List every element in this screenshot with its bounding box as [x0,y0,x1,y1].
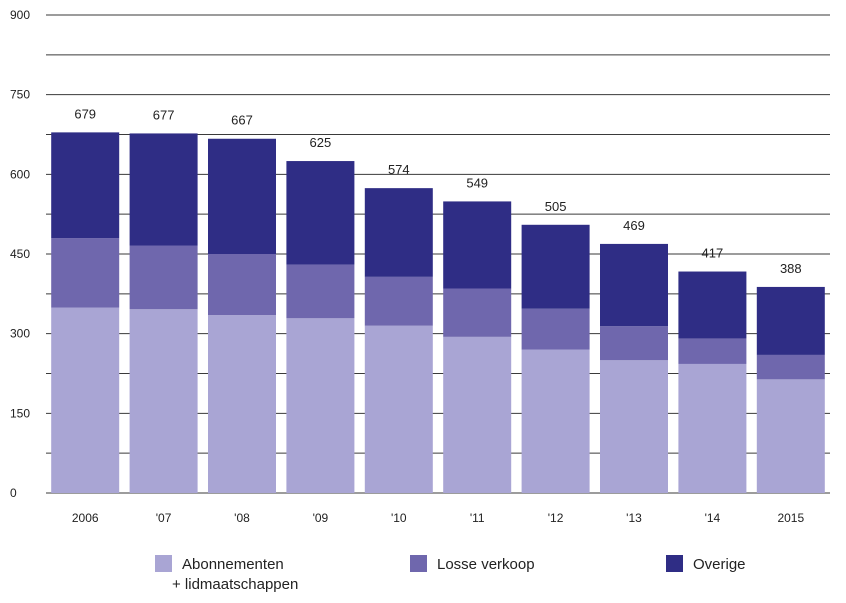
total-label: 625 [310,135,332,150]
total-label: 677 [153,107,175,122]
bar-segment [678,271,747,339]
bar-segment [756,286,825,355]
bars [51,132,825,493]
y-tick-label: 150 [10,406,30,420]
bar-segment [51,238,120,308]
total-label: 574 [388,162,410,177]
bar-segment [208,315,276,493]
bar-segment [208,254,276,316]
legend-swatch [155,555,172,572]
legend-swatch [666,555,683,572]
bar-segment [521,224,590,309]
y-tick-label: 600 [10,167,30,181]
bar-segment [364,276,433,326]
bar-segment [600,326,668,361]
legend-label: Abonnementen [182,556,284,573]
y-tick-label: 0 [10,486,17,500]
y-tick-label: 450 [10,247,30,261]
y-tick-label: 750 [10,88,30,102]
x-tick-label: '11 [470,511,485,525]
legend-label: Overige [693,556,746,573]
total-label: 667 [231,113,253,128]
bar-segment [364,325,433,493]
bar-segment [208,138,276,254]
bar-segment [600,360,668,493]
bar-segment [521,308,590,350]
bar-segment [51,307,120,493]
total-label: 417 [702,246,724,261]
x-tick-label: '09 [313,511,329,525]
bar-segment [51,132,120,239]
bar-segment [756,354,825,380]
x-tick-label: '12 [548,511,564,525]
labels: 0 150 300 450 600 750 900 679 2006 677 '07 667 '08 62… [10,8,804,525]
legend-label: Losse verkoop [437,556,535,573]
bar-segment [443,288,512,337]
x-tick-label: '07 [156,511,172,525]
bar-segment [286,264,355,319]
bar-segment [756,379,825,493]
bar-segment [600,243,668,327]
bar-segment [364,188,433,277]
bar-segment [678,338,747,364]
y-tick-label: 300 [10,327,30,341]
bar-segment [678,363,747,493]
legend-swatch [410,555,427,572]
bar-segment [286,318,355,493]
bar-segment [129,245,198,310]
x-tick-label: '14 [705,511,721,525]
x-tick-label: '10 [391,511,407,525]
bar-segment [129,309,198,493]
x-tick-label: '08 [234,511,250,525]
bar-segment [286,161,355,265]
bar-segment [129,133,198,246]
total-label: 388 [780,261,802,276]
x-tick-label: 2015 [777,511,804,525]
total-label: 679 [74,106,96,121]
bar-segment [521,349,590,493]
x-tick-label: '13 [626,511,642,525]
legend-label: + lidmaatschappen [172,576,298,593]
y-tick-label: 900 [10,8,30,22]
total-label: 549 [466,175,488,190]
total-label: 469 [623,218,645,233]
legend: Abonnementen + lidmaatschappen Losse verko… [155,555,746,593]
bar-segment [443,336,512,493]
total-label: 505 [545,199,567,214]
x-tick-label: 2006 [72,511,99,525]
bar-segment [443,201,512,289]
